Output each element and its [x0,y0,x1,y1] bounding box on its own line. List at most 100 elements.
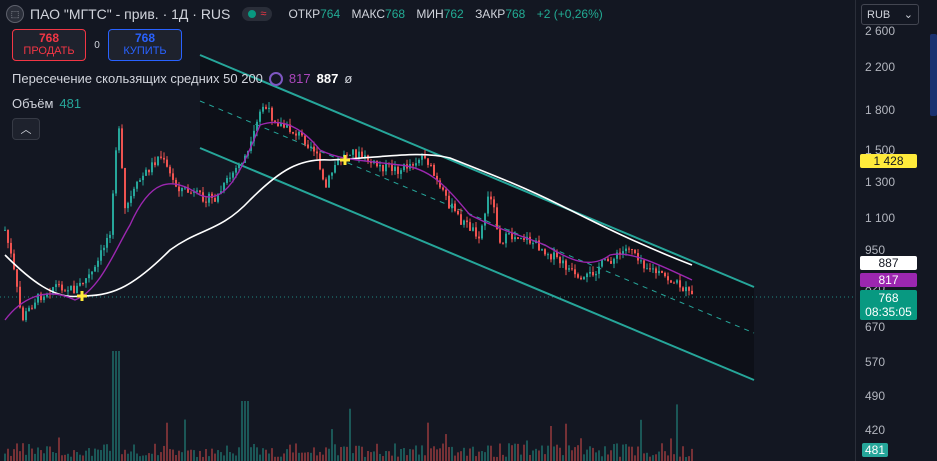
candle-body [112,193,114,235]
volume-bar [340,447,342,461]
volume-label: Объём [12,96,54,111]
company-logo-icon: ⬚ [6,5,24,23]
axis-tick: 1 800 [865,103,896,117]
collapse-legend-button[interactable]: ︿ [12,118,40,140]
candle-body [292,131,294,134]
volume-bar [475,456,477,461]
candle-body [463,220,465,225]
volume-bar [262,448,264,461]
candle-body [640,260,642,262]
candle-body [538,240,540,251]
volume-bar [517,443,519,461]
candle-body [145,169,147,176]
volume-bar [82,455,84,461]
candle-body [160,156,162,158]
volume-bar [562,455,564,461]
candle-body [595,273,597,276]
volume-bar [613,444,615,461]
volume-bar [538,450,540,461]
candle-body [616,252,618,259]
candle-body [610,260,612,264]
volume-bar [547,445,549,461]
candle-body [361,151,363,158]
volume-bar [592,447,594,461]
volume-bar [58,437,60,461]
currency-select[interactable]: RUB ⌄ [861,4,919,25]
candle-body [193,191,195,193]
candle-body [25,311,27,321]
candle-body [238,163,240,168]
volume-bar [607,454,609,461]
sell-button[interactable]: 768 ПРОДАТЬ [12,29,86,61]
candle-body [4,229,6,231]
volume-bar [73,450,75,461]
candle-body [352,149,354,155]
volume-legend[interactable]: Объём 481 [12,96,81,111]
candle-body [349,154,351,156]
candle-body [598,266,600,274]
candle-body [118,128,120,151]
market-status[interactable]: ≈ [242,7,273,21]
price-axis[interactable] [855,0,937,461]
candle-body [490,196,492,200]
volume-bar [502,454,504,461]
indicator-settings-icon[interactable] [268,71,283,86]
candle-body [85,278,87,284]
volume-bar [244,401,246,461]
ma-cross-legend[interactable]: Пересечение скользящих средних 50 200 81… [12,71,352,86]
volume-bar [373,451,375,461]
volume-bar [439,448,441,461]
volume-bar [175,455,177,461]
volume-bar [448,447,450,461]
candle-body [310,146,312,148]
volume-bar [154,443,156,461]
candle-body [22,307,24,321]
ma-cross-label: Пересечение скользящих средних 50 200 [12,71,263,86]
axis-tick: 1 100 [865,211,896,225]
candle-body [64,290,66,292]
candle-body [301,131,303,136]
candle-body [274,120,276,123]
candle-body [517,237,519,239]
candle-body [421,155,423,160]
scrollbar[interactable] [930,34,937,116]
volume-bar [91,455,93,461]
volume-bar [568,445,570,461]
volume-bar [433,446,435,461]
volume-bar [232,453,234,461]
candle-body [661,270,663,273]
volume-bar [376,443,378,461]
axis-tick: 2 200 [865,60,896,74]
candle-body [439,180,441,188]
candle-body [652,268,654,270]
volume-bar [40,450,42,461]
candle-body [223,182,225,192]
volume-bar [100,450,102,461]
volume-bar [643,453,645,461]
buy-button[interactable]: 768 КУПИТЬ [108,29,182,61]
volume-bar [604,446,606,461]
candle-body [586,273,588,278]
candle-body [556,252,558,258]
candle-body [253,130,255,142]
symbol-title[interactable]: ПАО "МГТС" - прив. · 1Д · RUS [30,6,231,22]
candle-body [523,238,525,240]
axis-tick: 670 [865,320,886,334]
candle-body [541,249,543,251]
candle-body [685,287,687,292]
candle-body [382,165,384,172]
volume-bar [220,452,222,461]
volume-bar [46,446,48,461]
chevron-up-icon: ︿ [20,124,32,136]
volume-bar [454,455,456,461]
candle-body [364,155,366,158]
volume-bar [325,447,327,461]
volume-bar [22,443,24,461]
trade-panel: 768 ПРОДАТЬ 0 768 КУПИТЬ [12,29,182,61]
volume-bar [427,422,429,461]
candle-body [568,268,570,270]
candle-body [208,193,210,203]
low-value: 762 [443,7,464,21]
axis-tick: 2 600 [865,24,896,38]
